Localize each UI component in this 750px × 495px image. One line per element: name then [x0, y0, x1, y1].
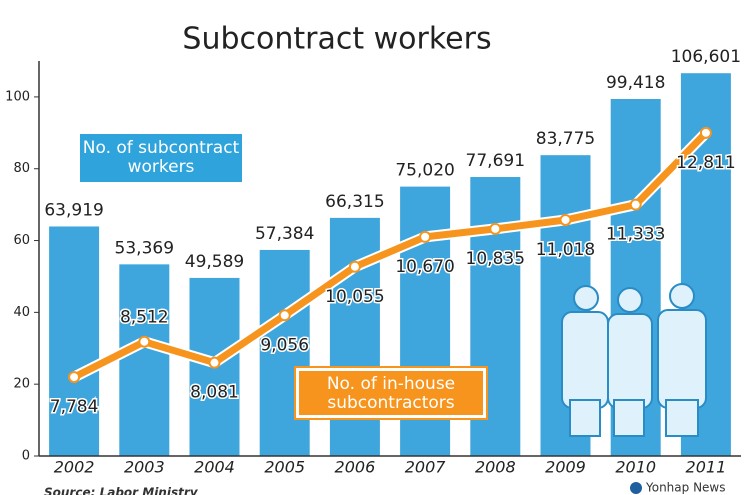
bar-value-label: 77,691: [466, 151, 525, 171]
workers-illustration: [561, 283, 707, 437]
source: Source: Labor Ministry: [44, 486, 199, 495]
y-tick-label: 100: [5, 89, 30, 104]
bar-value-label: 57,384: [255, 224, 314, 244]
bar-value-label: 99,418: [606, 73, 665, 93]
line-point: [419, 230, 432, 243]
line-point: [348, 260, 361, 273]
line-point: [208, 356, 221, 369]
x-tick-label: 2003: [124, 458, 165, 477]
x-tick-label: 2004: [194, 458, 235, 477]
x-tick-label: 2005: [264, 458, 305, 477]
line-value-label: 10,055: [325, 287, 384, 307]
line-point: [629, 198, 642, 211]
line-point: [278, 309, 291, 322]
credit: Yonhap News: [645, 481, 726, 495]
line-point: [138, 335, 151, 348]
bar-value-label: 83,775: [536, 129, 595, 149]
chart-title: Subcontract workers: [182, 22, 491, 57]
y-tick-label: 60: [13, 233, 30, 248]
x-tick-label: 2002: [54, 458, 95, 477]
line-value-label: 10,670: [395, 257, 454, 277]
x-tick-label: 2006: [335, 458, 376, 477]
bar-series-label: No. of subcontract workers: [80, 134, 242, 182]
logo: [630, 482, 642, 494]
line-point: [699, 126, 712, 139]
y-tick-label: 40: [13, 305, 30, 320]
bar-value-label: 53,369: [115, 238, 174, 258]
line-value-label: 9,056: [260, 335, 309, 355]
bar-value-label: 106,601: [671, 47, 741, 67]
bar: [259, 249, 310, 456]
x-tick-label: 2007: [405, 458, 447, 477]
x-tick-label: 2009: [545, 458, 586, 477]
bar-value-label: 66,315: [325, 192, 384, 212]
line-value-label: 11,333: [606, 225, 665, 245]
line-value-label: 7,784: [50, 397, 99, 417]
line-point: [559, 213, 572, 226]
bar: [49, 226, 100, 456]
y-tick-label: 20: [13, 377, 30, 392]
bar-value-label: 63,919: [44, 200, 103, 220]
line-value-label: 11,018: [536, 240, 595, 260]
x-tick-label: 2010: [615, 458, 656, 477]
line-point: [489, 222, 502, 235]
line-value-label: 10,835: [466, 249, 525, 269]
x-tick-label: 2011: [686, 458, 727, 477]
bar: [119, 264, 170, 456]
line: [72, 130, 709, 381]
bar-value-label: 75,020: [395, 161, 454, 181]
y-tick-label: 80: [13, 161, 30, 176]
bar-value-label: 49,589: [185, 252, 244, 272]
line-series-label: No. of in-house subcontractors: [294, 366, 488, 420]
line-point: [68, 371, 81, 384]
line-value-label: 12,811: [676, 153, 735, 173]
y-tick-label: 0: [22, 449, 30, 464]
x-tick-label: 2008: [475, 458, 516, 477]
line-value-label: 8,081: [190, 383, 239, 403]
line-value-label: 8,512: [120, 308, 169, 328]
